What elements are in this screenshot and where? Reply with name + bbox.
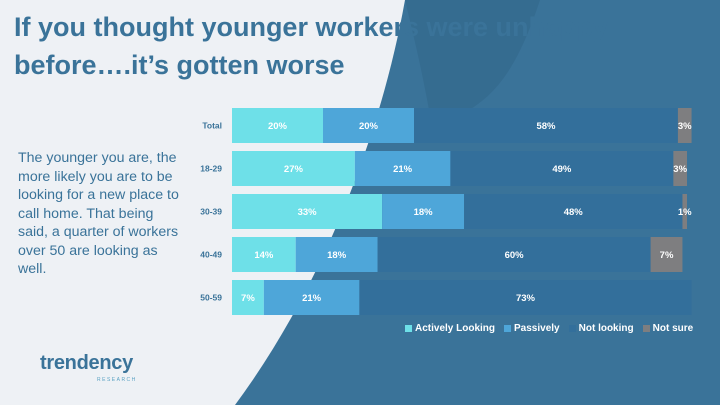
legend-label-actively-looking: Actively Looking	[415, 323, 496, 334]
title-line-2: before….it’s gotten worse	[14, 50, 345, 80]
legend-item-not-looking: Not looking	[568, 323, 634, 334]
bar-segment	[414, 108, 678, 143]
legend-item-actively-looking: Actively Looking	[405, 323, 495, 334]
legend-label-not-looking: Not looking	[578, 323, 634, 334]
bar-segment	[354, 151, 451, 186]
bar-segment	[232, 108, 323, 143]
legend-swatch-not-looking	[568, 325, 576, 332]
bar-segment	[377, 237, 651, 272]
bar-segment	[359, 280, 692, 315]
data-label: 18%	[327, 250, 347, 261]
bar-segment	[295, 237, 378, 272]
bar-segment	[263, 280, 360, 315]
bar-segment	[682, 194, 687, 229]
legend-item-passively: Passively	[504, 323, 560, 334]
category-label: 40-49	[200, 250, 222, 260]
bar-segment	[232, 194, 383, 229]
category-label: 18-29	[200, 164, 222, 174]
legend-swatch-actively-looking	[405, 325, 412, 332]
data-label: 3%	[678, 121, 692, 132]
legend-label-passively: Passively	[514, 323, 560, 334]
bar-segment	[673, 151, 687, 186]
category-label: 30-39	[200, 207, 222, 217]
category-label: 50-59	[200, 293, 222, 303]
logo-wordmark: trendency	[40, 352, 133, 374]
data-label: 58%	[536, 121, 556, 132]
data-label: 33%	[298, 207, 318, 218]
data-label: 27%	[284, 164, 304, 175]
trendency-logo: trendency RESEARCH	[40, 352, 135, 383]
bar-segment	[232, 151, 355, 186]
bar-segment	[323, 108, 414, 143]
bar-segment	[650, 237, 683, 272]
logo-subtext: RESEARCH	[97, 377, 137, 383]
data-label: 21%	[393, 164, 413, 175]
chart-legend: Actively Looking Passively Not looking N…	[405, 323, 693, 334]
slide-title: If you thought younger workers were unha…	[14, 8, 654, 84]
data-label: 18%	[414, 207, 434, 218]
bar-segment	[232, 280, 264, 315]
category-label: Total	[202, 121, 222, 131]
bar-segment	[464, 194, 683, 229]
bar-segment	[232, 237, 296, 272]
legend-item-not-sure: Not sure	[642, 323, 694, 334]
data-label: 1%	[678, 207, 692, 218]
legend-swatch-passively	[504, 325, 512, 332]
bar-segment	[382, 194, 465, 229]
data-label: 21%	[302, 293, 322, 304]
data-label: 73%	[516, 293, 536, 304]
body-text: The younger you are, the more likely you…	[18, 150, 179, 277]
legend-label-not-sure: Not sure	[652, 323, 694, 334]
data-label: 20%	[268, 121, 288, 132]
bar-segment	[677, 108, 692, 143]
bar-segment	[450, 151, 674, 186]
data-label: 7%	[660, 250, 674, 261]
legend-swatch-not-sure	[642, 325, 650, 332]
data-label: 20%	[359, 121, 379, 132]
title-line-1: If you thought younger workers were unha…	[14, 12, 609, 42]
data-label: 48%	[564, 207, 584, 218]
data-label: 49%	[552, 164, 572, 175]
data-label: 60%	[505, 250, 525, 261]
data-label: 7%	[241, 293, 255, 304]
data-label: 14%	[254, 250, 274, 261]
data-label: 3%	[673, 164, 687, 175]
